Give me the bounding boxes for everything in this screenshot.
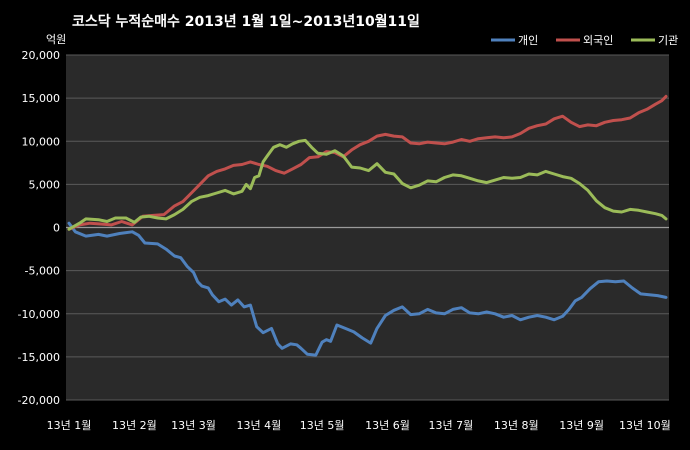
x-tick-label: 13년 3월 [171,419,216,432]
x-tick-label: 13년 5월 [300,419,345,432]
y-tick-label: 10,000 [22,135,61,148]
y-tick-label: 15,000 [22,92,61,105]
legend: 개인 외국인 기관 [491,34,678,47]
y-tick-label: 20,000 [22,49,61,62]
x-tick-label: 13년 4월 [236,419,281,432]
x-axis: 13년 1월 13년 2월 13년 3월 13년 4월 13년 5월 13년 6월 13년 … [47,419,671,432]
x-tick-label: 13년 6월 [365,419,410,432]
series-lines [67,94,668,357]
x-tick-label: 13년 8월 [494,419,539,432]
y-tick-label: -20,000 [18,394,60,407]
y-tick-label: -10,000 [18,308,60,321]
legend-label-personal: 개인 [518,34,538,47]
legend-label-institution: 기관 [658,34,678,47]
x-tick-label: 13년 9월 [559,419,604,432]
y-axis: 20,000 15,000 10,000 5,000 0 -5,000 -10,000 -15… [18,49,60,407]
x-tick-label: 13년 1월 [47,419,92,432]
series-institution [67,138,668,231]
unit-label: 억원 [46,33,66,46]
y-tick-label: 0 [53,222,60,235]
y-tick-label: 5,000 [29,178,61,191]
y-tick-label: -5,000 [25,265,60,278]
series-foreign [67,94,668,231]
chart-title: 코스닥 누적순매수 2013년 1월 1일~2013년10월11일 [72,13,420,30]
legend-label-foreign: 외국인 [583,34,613,47]
x-tick-label: 13년 7월 [428,419,473,432]
series-personal [67,221,668,357]
x-tick-label: 13년 2월 [112,419,157,432]
y-tick-label: -15,000 [18,351,60,364]
x-tick-label: 13년 10월 [619,419,671,432]
